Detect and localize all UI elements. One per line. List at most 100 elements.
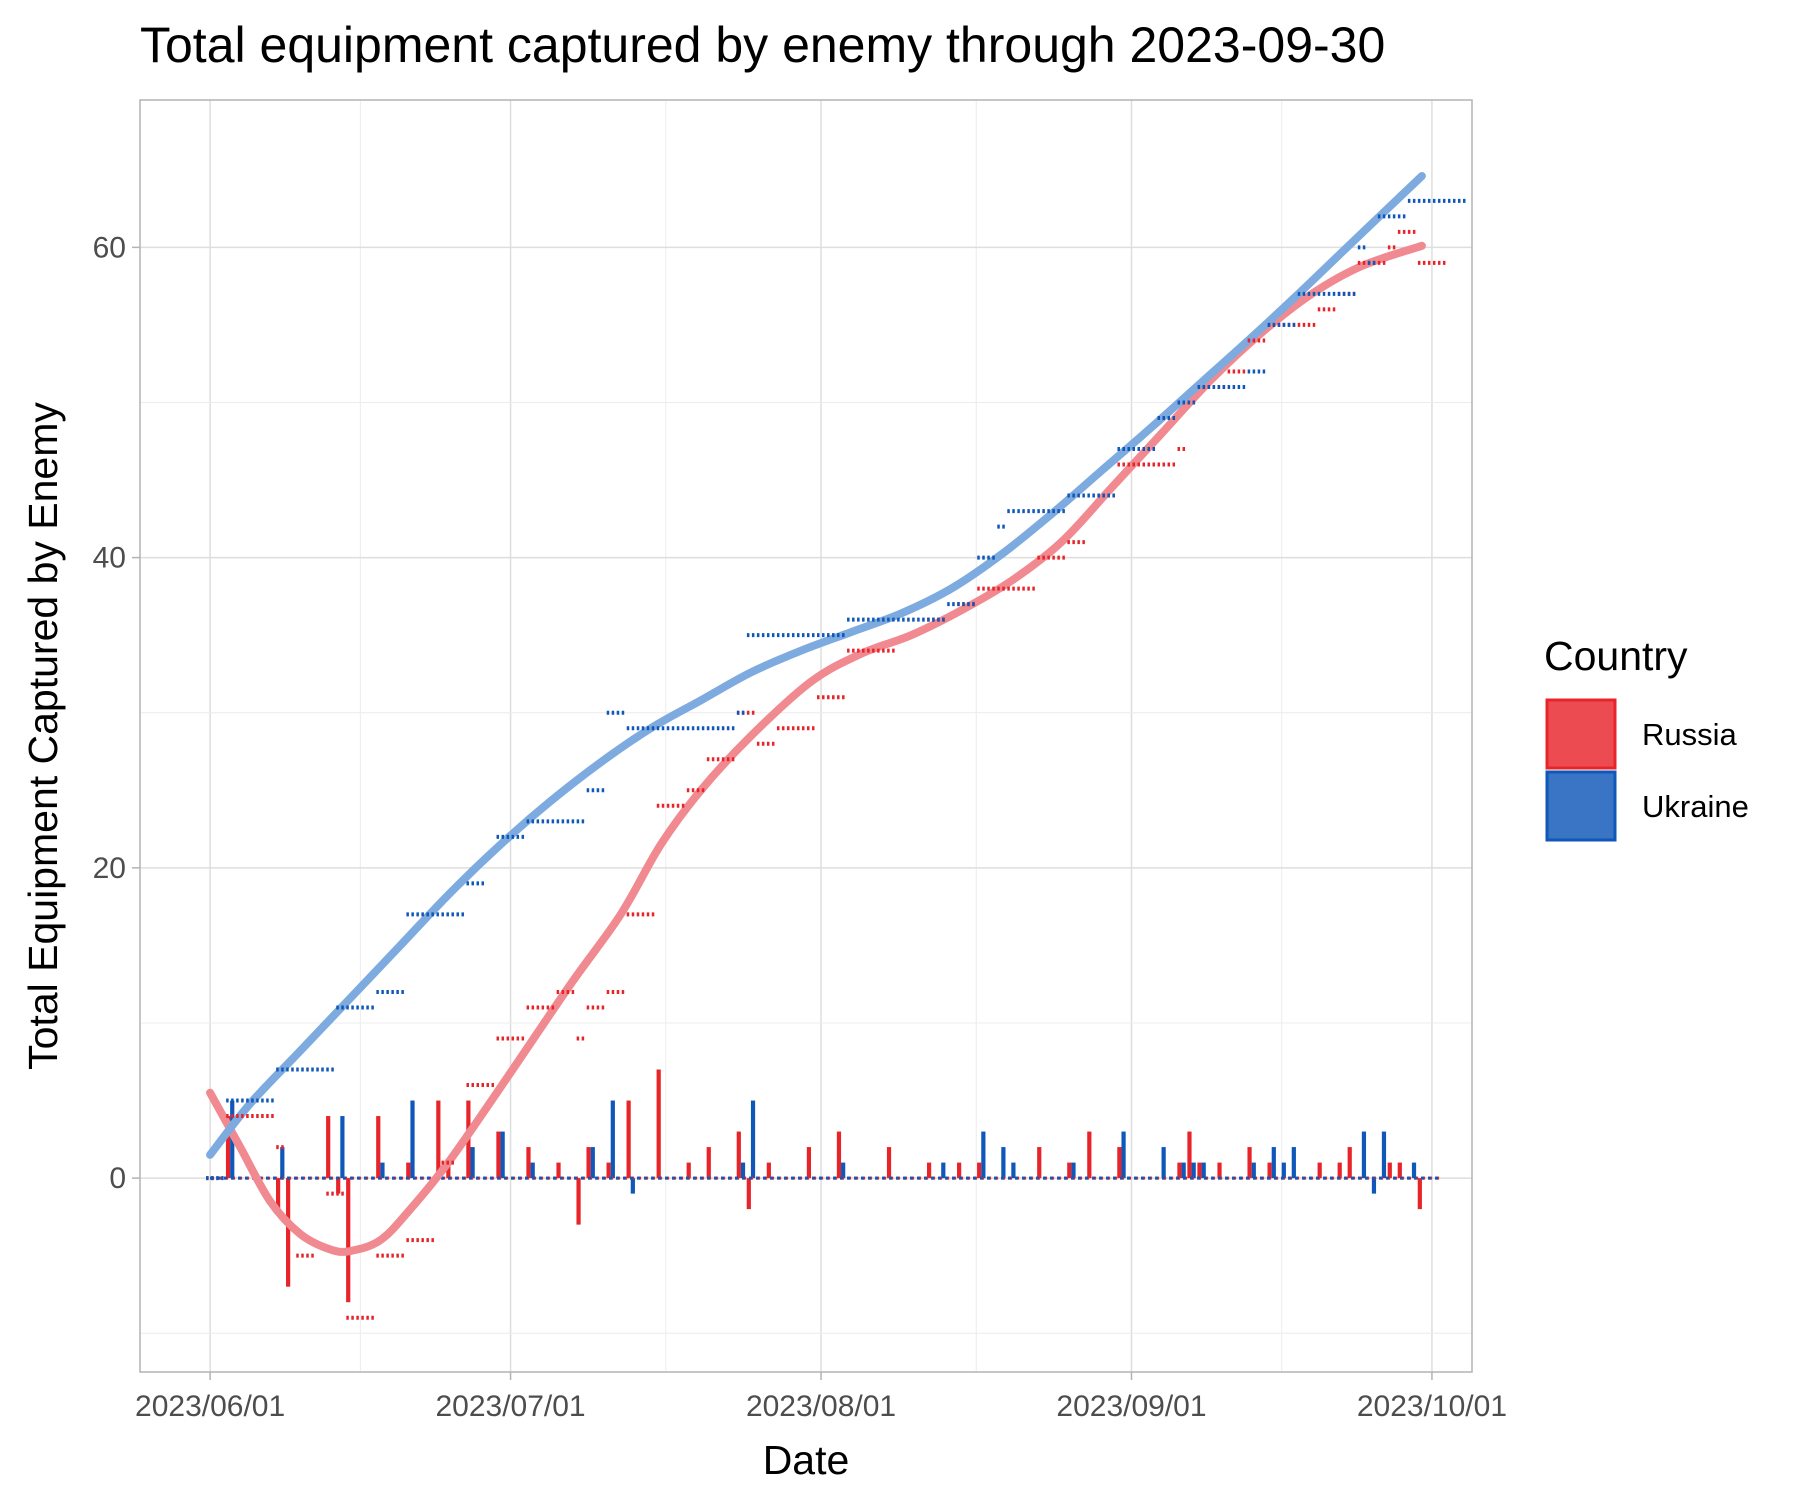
bar-ukraine [1291, 1147, 1296, 1179]
bar-russia [926, 1162, 932, 1179]
x-tick-label: 2023/07/01 [435, 1390, 585, 1423]
bar-ukraine [530, 1162, 535, 1179]
bar-russia [1117, 1147, 1122, 1179]
bar-russia [656, 1069, 661, 1179]
bar-russia [606, 1162, 611, 1179]
y-tick-label: 60 [93, 231, 126, 264]
y-tick-label: 40 [93, 542, 126, 575]
bar-russia [1067, 1162, 1072, 1179]
bar-ukraine [750, 1100, 756, 1179]
bar-ukraine [410, 1100, 415, 1179]
bar-ukraine [500, 1131, 505, 1179]
bar-ukraine [1191, 1162, 1196, 1179]
bar-ukraine [740, 1162, 746, 1179]
bar-russia [1397, 1162, 1402, 1179]
bar-russia [746, 1178, 751, 1210]
bar-ukraine [1201, 1162, 1206, 1179]
bar-ukraine [590, 1147, 595, 1179]
bar-russia [1037, 1147, 1042, 1179]
bar-ukraine [1011, 1162, 1016, 1179]
grid [140, 100, 1472, 1372]
bar-ukraine [1001, 1147, 1006, 1179]
chart-title: Total equipment captured by enemy throug… [140, 17, 1385, 73]
y-axis-title: Total Equipment Captured by Enemy [20, 402, 66, 1070]
bar-russia [576, 1178, 581, 1225]
bar-russia [286, 1178, 291, 1287]
daily-bars [210, 1069, 1442, 1303]
bar-ukraine [1071, 1162, 1076, 1179]
cumulative-points [206, 198, 1466, 1320]
bar-ukraine [1181, 1162, 1186, 1179]
bar-ukraine [630, 1178, 635, 1194]
legend-key-ukraine [1545, 770, 1617, 842]
bar-russia [836, 1131, 842, 1179]
bar-russia [436, 1100, 441, 1179]
trend-line-russia [206, 241, 1426, 1256]
bar-russia [1267, 1162, 1272, 1179]
bar-russia [1387, 1162, 1392, 1179]
plot-panel [139, 99, 1473, 1373]
bar-ukraine [1361, 1131, 1367, 1179]
bar-russia [1247, 1147, 1252, 1179]
bar-ukraine [610, 1100, 615, 1179]
bar-russia [1197, 1162, 1202, 1179]
bar-ukraine [380, 1162, 385, 1179]
bar-russia [1177, 1162, 1182, 1179]
bar-russia [706, 1147, 711, 1179]
legend-key-russia [1545, 698, 1617, 770]
bar-russia [977, 1162, 982, 1179]
bar-ukraine [1411, 1162, 1417, 1179]
bar-russia [806, 1147, 812, 1179]
bar-russia [276, 1178, 281, 1210]
bar-russia [556, 1162, 561, 1179]
legend-title: Country [1544, 633, 1688, 679]
x-axis-title: Date [763, 1437, 850, 1483]
bar-russia [526, 1147, 531, 1179]
x-tick-label: 2023/06/01 [135, 1390, 285, 1423]
bar-ukraine [470, 1147, 475, 1179]
legend: Country Russia Ukraine [1544, 633, 1749, 842]
bar-russia [1087, 1131, 1092, 1179]
trend-lines [206, 172, 1426, 1256]
bar-ukraine [1371, 1178, 1377, 1194]
axes: 2023/06/01 2023/07/01 2023/08/01 2023/09/01… [93, 231, 1507, 1423]
x-tick-label: 2023/09/01 [1056, 1390, 1206, 1423]
x-tick-label: 2023/10/01 [1357, 1390, 1507, 1423]
bar-russia [1417, 1178, 1422, 1210]
bar-ukraine [1161, 1147, 1166, 1179]
bar-russia [225, 1116, 231, 1179]
bar-ukraine [841, 1162, 846, 1179]
legend-label-ukraine: Ukraine [1642, 789, 1749, 824]
bar-russia [346, 1178, 351, 1303]
bar-russia [406, 1162, 411, 1179]
bar-russia [446, 1162, 451, 1179]
bar-russia [766, 1162, 771, 1179]
bar-russia [957, 1162, 962, 1179]
bar-russia [886, 1147, 892, 1179]
bar-russia [1217, 1162, 1222, 1179]
bar-russia [1317, 1162, 1322, 1179]
bar-russia [1347, 1147, 1352, 1179]
trend-line-ukraine [206, 172, 1426, 1159]
bar-russia [586, 1147, 591, 1179]
bar-russia [496, 1131, 501, 1179]
bar-russia [376, 1116, 381, 1179]
bar-russia [336, 1178, 341, 1194]
bar-ukraine [1381, 1131, 1387, 1179]
legend-label-russia: Russia [1642, 717, 1738, 752]
bar-ukraine [1251, 1162, 1256, 1179]
bar-russia [626, 1100, 631, 1179]
bar-ukraine [1281, 1162, 1286, 1179]
bar-ukraine [941, 1162, 946, 1179]
bar-russia [1337, 1162, 1342, 1179]
bar-ukraine [981, 1131, 986, 1179]
bar-russia [686, 1162, 691, 1179]
bar-ukraine [1271, 1147, 1276, 1179]
bar-ukraine [280, 1147, 285, 1179]
bar-russia [1187, 1131, 1192, 1179]
x-tick-label: 2023/08/01 [746, 1390, 896, 1423]
bar-russia [736, 1131, 741, 1179]
y-tick-label: 20 [93, 852, 126, 885]
bar-ukraine [340, 1116, 345, 1179]
